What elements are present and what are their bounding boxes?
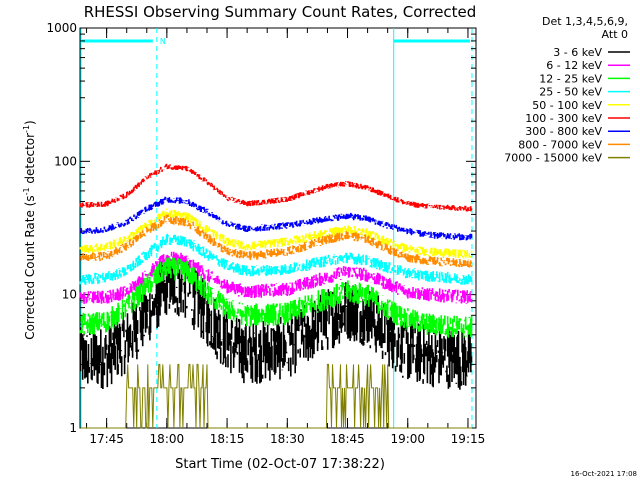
chart-title: RHESSI Observing Summary Count Rates, Co… [84, 3, 477, 21]
plot-area: N 1 10 100 1000 17:45 18:00 18:15 18:30 18:45 19:0… [46, 21, 485, 446]
y-axis-label-part: Corrected Count Rate (s [23, 195, 37, 339]
legend-label-2: 12 - 25 keV [539, 72, 602, 85]
series-line-6 [79, 196, 473, 241]
legend-label-0: 3 - 6 keV [553, 46, 602, 59]
y-axis-label: Corrected Count Rate (s-1 detector-1) [22, 120, 37, 339]
y-tick-label-1000: 1000 [46, 21, 77, 35]
y-axis-label-part: -1 [22, 125, 31, 133]
x-tick-label-1900: 19:00 [390, 432, 425, 446]
y-tick-label-1: 1 [69, 421, 77, 435]
x-tick-label-1830: 18:30 [270, 432, 305, 446]
legend-label-4: 50 - 100 keV [532, 99, 602, 112]
timestamp-label: 16-Oct-2021 17:08 [571, 470, 637, 478]
series-line-2 [79, 257, 473, 338]
y-axis-label-part: -1 [22, 187, 31, 195]
series-line-3 [79, 233, 473, 285]
x-tick-label-1815: 18:15 [210, 432, 245, 446]
legend-header-detectors: Det 1,3,4,5,6,9, [542, 15, 628, 28]
legend-label-7: 800 - 7000 keV [518, 138, 602, 151]
legend-label-1: 6 - 12 keV [546, 59, 602, 72]
series-line-7 [79, 214, 473, 268]
x-tick-label-1915: 19:15 [451, 432, 486, 446]
series-line-1 [79, 251, 473, 304]
x-tick-label-1745: 17:45 [89, 432, 124, 446]
night-marker-label: N [160, 37, 166, 46]
y-axis-label-part: detector [23, 133, 37, 188]
x-tick-label-1845: 18:45 [330, 432, 365, 446]
x-tick-label-1800: 18:00 [150, 432, 185, 446]
y-axis-label-part: ) [23, 120, 37, 125]
series-line-4 [79, 208, 473, 259]
x-axis-label: Start Time (02-Oct-07 17:38:22) [175, 457, 385, 472]
y-tick-label-10: 10 [62, 288, 77, 302]
legend-header-attenuator: Att 0 [602, 28, 628, 41]
legend-label-5: 100 - 300 keV [525, 112, 602, 125]
series-line-8 [80, 363, 472, 429]
series-line-5 [79, 163, 473, 212]
series-line-0 [79, 255, 473, 390]
series-anchor-point [85, 278, 88, 281]
legend-label-3: 25 - 50 keV [539, 86, 602, 99]
legend-label-8: 7000 - 15000 keV [504, 152, 602, 165]
legend-label-6: 300 - 800 keV [525, 125, 602, 138]
y-tick-label-100: 100 [54, 154, 77, 168]
